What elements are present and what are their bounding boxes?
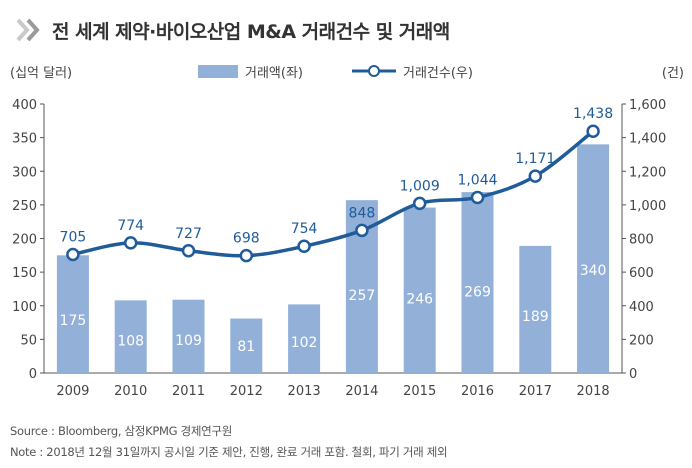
y-right-tick-label: 1,000 <box>629 199 666 214</box>
legend-bar-swatch <box>198 65 238 78</box>
x-tick-label: 2018 <box>577 384 610 399</box>
y-left-tick-label: 0 <box>29 367 37 382</box>
bar-value-label: 109 <box>175 333 202 349</box>
line-point <box>412 196 427 211</box>
x-tick-label: 2012 <box>230 384 263 399</box>
y-left-tick-label: 150 <box>12 266 37 281</box>
line-point <box>355 223 369 238</box>
legend-bar-label: 거래액(좌) <box>245 66 303 81</box>
y-left-tick-label: 50 <box>20 333 37 348</box>
title-row: 전 세계 제약·바이오산업 M&A 거래건수 및 거래액 <box>14 10 450 50</box>
bar-value-label: 108 <box>117 333 144 349</box>
x-tick-label: 2015 <box>403 384 436 399</box>
bar-value-label: 189 <box>522 309 549 325</box>
bar-value-label: 81 <box>237 339 255 355</box>
line-value-label: 727 <box>175 226 202 242</box>
line-series-path <box>72 129 595 258</box>
y-left-tick-label: 400 <box>12 98 37 113</box>
line-point <box>181 244 196 258</box>
bar-value-label: 257 <box>349 288 376 304</box>
bar <box>577 144 610 373</box>
x-tick-label: 2017 <box>519 384 552 399</box>
chart-title: 전 세계 제약·바이오산업 M&A 거래건수 및 거래액 <box>52 20 450 43</box>
x-tick-label: 2014 <box>345 384 378 399</box>
bar <box>403 207 436 373</box>
bar-value-label: 340 <box>580 263 607 279</box>
source-text: Source : Bloomberg, 삼정KPMG 경제연구원 <box>10 424 232 438</box>
bar <box>461 192 494 373</box>
x-tick-label: 2011 <box>172 384 205 399</box>
bar <box>172 299 205 373</box>
bar-value-label: 175 <box>60 313 87 329</box>
line-point <box>66 247 80 262</box>
y-right-tick-label: 400 <box>629 300 654 315</box>
y-left-tick-label: 100 <box>12 300 37 315</box>
line-value-label: 1,044 <box>457 172 497 188</box>
line-value-label: 754 <box>291 221 318 237</box>
legend-line-marker <box>368 65 380 77</box>
line-value-label: 1,009 <box>400 178 440 194</box>
y-left-tick-label: 350 <box>12 132 37 147</box>
y-right-tick-label: 0 <box>629 367 637 382</box>
bar-value-label: 102 <box>291 335 318 351</box>
bar <box>56 255 89 373</box>
line-point <box>123 236 138 250</box>
bar-value-label: 269 <box>464 285 491 301</box>
line-point <box>528 169 543 183</box>
y-left-unit-label: (십억 달러) <box>10 66 72 81</box>
x-tick-label: 2010 <box>114 384 147 399</box>
line-point <box>239 248 254 263</box>
y-right-tick-label: 600 <box>629 266 654 281</box>
note-text: Note : 2018년 12월 31일까지 공시일 기준 제안, 진행, 완료… <box>10 445 448 459</box>
x-tick-label: 2016 <box>461 384 494 399</box>
line-point <box>470 190 485 205</box>
line-point <box>297 239 311 253</box>
line-value-label: 1,438 <box>573 106 613 122</box>
line-value-label: 705 <box>60 229 87 245</box>
bar-value-label: 246 <box>406 292 433 308</box>
y-left-tick-label: 200 <box>12 233 37 248</box>
y-right-tick-label: 1,400 <box>629 132 666 147</box>
bar <box>114 300 147 373</box>
line-value-label: 774 <box>117 218 144 234</box>
legend-line-label: 거래건수(우) <box>403 66 473 81</box>
line-value-label: 848 <box>349 205 376 221</box>
y-right-tick-label: 1,600 <box>629 98 666 113</box>
line-point <box>586 124 600 138</box>
bar <box>288 304 321 373</box>
bar <box>519 245 552 373</box>
y-right-unit-label: (건) <box>662 66 684 81</box>
y-left-tick-label: 250 <box>12 199 37 214</box>
double-chevron-icon <box>16 18 40 42</box>
line-value-label: 698 <box>233 231 260 247</box>
bar <box>230 318 263 373</box>
y-left-tick-label: 300 <box>12 165 37 180</box>
line-value-label: 1,171 <box>515 151 555 167</box>
y-right-tick-label: 200 <box>629 333 654 348</box>
y-right-tick-label: 1,200 <box>629 165 666 180</box>
x-tick-label: 2013 <box>288 384 321 399</box>
x-tick-label: 2009 <box>56 384 89 399</box>
y-right-tick-label: 800 <box>629 233 654 248</box>
